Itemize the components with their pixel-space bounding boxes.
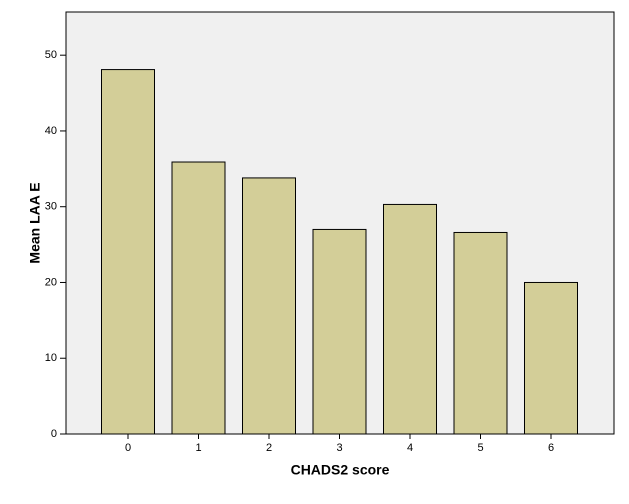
y-tick-label: 40 bbox=[45, 125, 57, 137]
x-tick-label: 3 bbox=[336, 442, 342, 454]
y-tick-label: 0 bbox=[51, 428, 57, 440]
x-axis-title: CHADS2 score bbox=[291, 462, 390, 478]
y-axis-title: Mean LAA E bbox=[27, 182, 43, 263]
bar bbox=[242, 177, 296, 435]
x-tick-label: 1 bbox=[195, 442, 201, 454]
bar bbox=[383, 203, 437, 435]
y-tick-label: 10 bbox=[45, 352, 57, 364]
bar bbox=[453, 231, 508, 435]
y-tick-label: 20 bbox=[45, 276, 57, 288]
bar bbox=[101, 69, 155, 435]
y-tick-label: 30 bbox=[45, 201, 57, 213]
x-tick-label: 2 bbox=[266, 442, 272, 454]
x-tick-label: 5 bbox=[477, 442, 483, 454]
bar bbox=[171, 161, 226, 435]
y-tick-label: 50 bbox=[45, 49, 57, 61]
bar bbox=[524, 281, 578, 435]
x-tick-label: 0 bbox=[125, 442, 131, 454]
x-tick-label: 4 bbox=[407, 442, 413, 454]
bar bbox=[312, 228, 367, 435]
x-tick-label: 6 bbox=[548, 442, 554, 454]
